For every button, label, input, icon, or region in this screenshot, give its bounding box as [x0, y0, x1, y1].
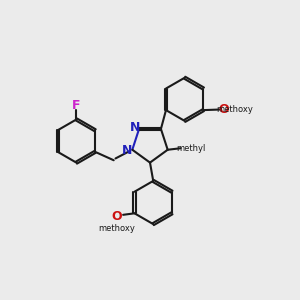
Text: O: O: [111, 210, 122, 223]
Text: F: F: [72, 98, 81, 112]
Text: N: N: [130, 121, 140, 134]
Text: O: O: [218, 103, 229, 116]
Text: methoxy: methoxy: [98, 224, 135, 233]
Text: methoxy: methoxy: [216, 105, 253, 114]
Text: N: N: [122, 144, 133, 157]
Text: methyl: methyl: [176, 144, 205, 153]
